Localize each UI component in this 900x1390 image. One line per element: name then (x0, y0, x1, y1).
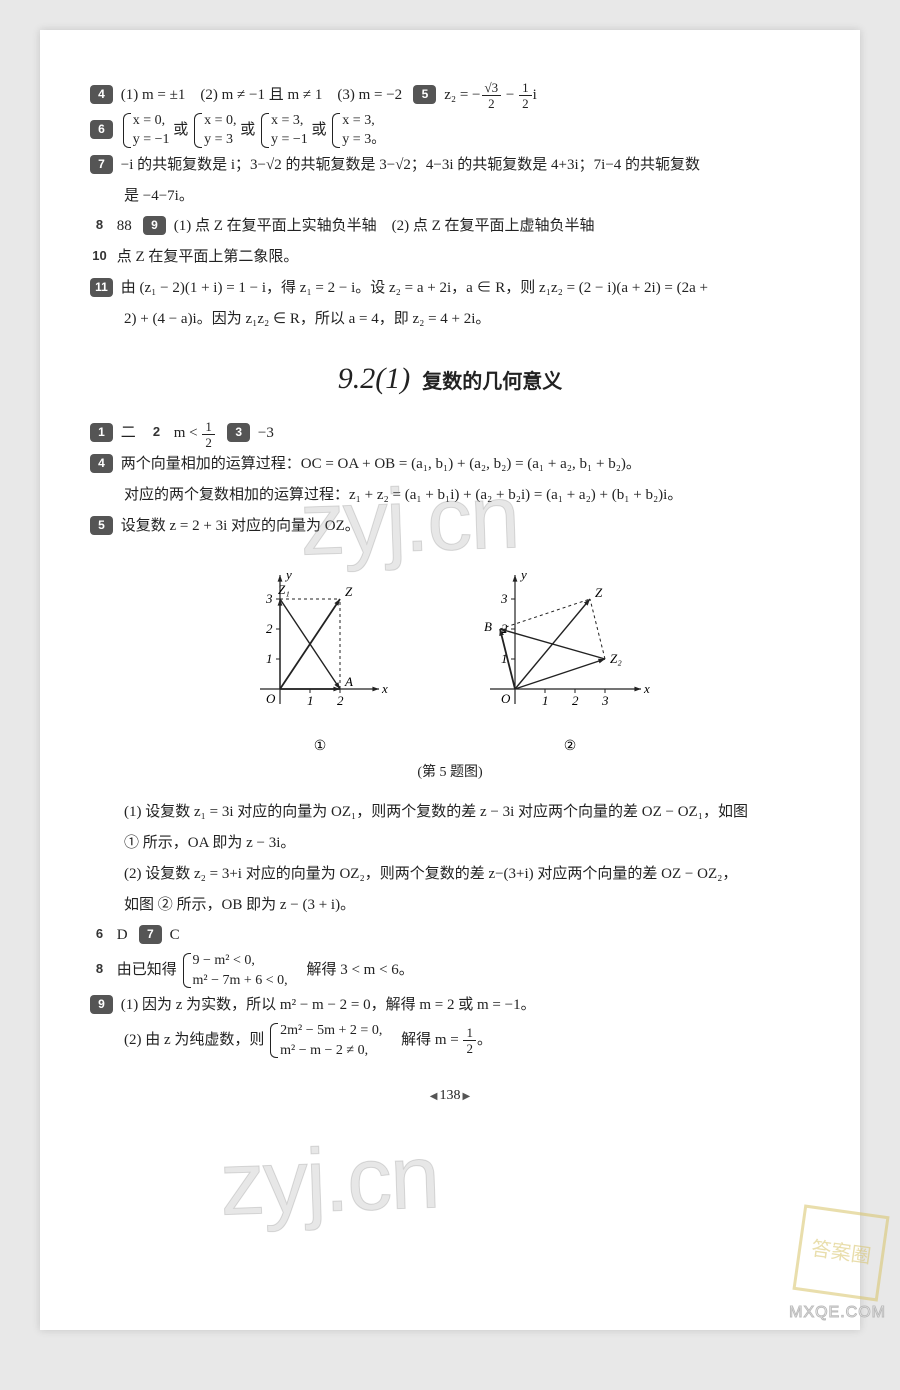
svg-text:1: 1 (542, 693, 549, 708)
badge-7: 7 (90, 155, 113, 174)
svg-text:O: O (266, 691, 276, 706)
svg-text:x: x (643, 681, 650, 696)
answer-8-9: 8 88 9 (1) 点 Z 在复平面上实轴负半轴 (2) 点 Z 在复平面上虚… (90, 211, 810, 242)
b5-p2b: 如图 ② 所示，OB 即为 z − (3 + i)。 (90, 890, 810, 921)
figure-2: 123123OxyZBZ₂ ② (475, 559, 665, 755)
section-title: 9.2(1) 复数的几何意义 (90, 362, 810, 396)
watermark: zyj.cn (218, 1126, 440, 1237)
answer-7: 7 −i 的共轭复数是 i；3−√2 的共轭复数是 3−√2；4−3i 的共轭复… (90, 150, 810, 181)
answer-10: 10 点 Z 在复平面上第二象限。 (90, 242, 810, 273)
chart-2: 123123OxyZBZ₂ (475, 559, 665, 729)
svg-text:1: 1 (307, 693, 314, 708)
badge-b8: 8 (90, 959, 109, 978)
answer-11b: 2) + (4 − a)i。因为 z₁z₂ ∈ R，所以 a = 4，即 z₂ … (90, 304, 810, 335)
badge-11: 11 (90, 278, 113, 297)
answer-7b: 是 −4−7i。 (90, 181, 810, 212)
b-answer-9: 9 (1) 因为 z 为实数，所以 m² − m − 2 = 0，解得 m = … (90, 990, 810, 1021)
fig1-label: ① (235, 738, 405, 755)
cases: x = 0,y = −1 (121, 111, 170, 150)
svg-text:3: 3 (601, 693, 609, 708)
b-answer-6-7: 6 D 7 C (90, 920, 810, 951)
svg-text:Z₂: Z₂ (610, 651, 622, 666)
fig2-label: ② (475, 738, 665, 755)
chart-1: 1 2 1 2 3 Ox y Z Z₁ A (235, 559, 405, 729)
cases: 2m² − 5m + 2 = 0,m² − m − 2 ≠ 0, (268, 1021, 382, 1060)
b5-p1b: ① 所示，OA 即为 z − 3i。 (90, 828, 810, 859)
frac: 12 (463, 1026, 476, 1055)
badge-b7: 7 (139, 925, 162, 944)
badge-4: 4 (90, 85, 113, 104)
badge-b2: 2 (147, 422, 166, 441)
badge-b3: 3 (227, 423, 250, 442)
svg-text:2: 2 (266, 621, 273, 636)
frac: 12 (519, 81, 532, 110)
svg-text:Z: Z (345, 584, 353, 599)
cases: x = 3,y = −1 (259, 111, 308, 150)
badge-10: 10 (90, 246, 109, 265)
svg-text:2: 2 (572, 693, 579, 708)
page-number: 138 (90, 1088, 810, 1104)
q5-pre: z₂ = − (444, 87, 480, 103)
badge-6: 6 (90, 120, 113, 139)
answer-stamp-icon: 答案圈 (798, 1210, 888, 1300)
svg-text:3: 3 (500, 591, 508, 606)
frac: √32 (482, 81, 502, 110)
svg-text:Z: Z (595, 585, 603, 600)
figure-1: 1 2 1 2 3 Ox y Z Z₁ A ① (235, 559, 405, 755)
badge-9: 9 (143, 216, 166, 235)
badge-b9: 9 (90, 995, 113, 1014)
figure-row: 1 2 1 2 3 Ox y Z Z₁ A ① 1 2 3 1 2 3 Ox y Z B Z₂ ② (90, 559, 810, 755)
q4-text: (1) m = ±1 (2) m ≠ −1 且 m ≠ 1 (3) m = −2 (121, 87, 402, 103)
b-answer-1-2-3: 1 二 2 m < 12 3 −3 (90, 418, 810, 449)
section-number: 9.2(1) (338, 362, 410, 395)
figure-caption: (第 5 题图) (90, 761, 810, 781)
answer-4-5: 4 (1) m = ±1 (2) m ≠ −1 且 m ≠ 1 (3) m = … (90, 80, 810, 111)
b-answer-9b: (2) 由 z 为纯虚数，则 2m² − 5m + 2 = 0,m² − m −… (90, 1021, 810, 1060)
badge-5: 5 (413, 85, 436, 104)
b5-p1a: (1) 设复数 z₁ = 3i 对应的向量为 OZ₁，则两个复数的差 z − 3… (90, 797, 810, 828)
svg-text:O: O (501, 691, 511, 706)
svg-text:A: A (344, 674, 353, 689)
frac: 12 (202, 420, 215, 449)
svg-text:y: y (519, 567, 527, 582)
svg-text:B: B (484, 619, 492, 634)
section-name: 复数的几何意义 (422, 371, 562, 393)
cases: x = 0,y = 3 (192, 111, 236, 150)
svg-text:3: 3 (265, 591, 273, 606)
badge-8: 8 (90, 215, 109, 234)
svg-text:Z₁: Z₁ (278, 582, 290, 597)
svg-text:1: 1 (266, 651, 273, 666)
svg-text:2: 2 (337, 693, 344, 708)
badge-b6: 6 (90, 924, 109, 943)
page: zyj.cn zyj.cn 4 (1) m = ±1 (2) m ≠ −1 且 … (40, 30, 860, 1330)
b5-p2a: (2) 设复数 z₂ = 3+i 对应的向量为 OZ₂，则两个复数的差 z−(3… (90, 859, 810, 890)
svg-text:x: x (381, 681, 388, 696)
site-watermark: MXQE.COM (789, 1304, 886, 1322)
b-answer-4: 4 两个向量相加的运算过程：OC = OA + OB = (a₁, b₁) + … (90, 449, 810, 480)
svg-text:y: y (284, 567, 292, 582)
b-answer-5: 5 设复数 z = 2 + 3i 对应的向量为 OZ。 (90, 511, 810, 542)
cases: x = 3,y = 3。 (330, 111, 385, 150)
badge-b1: 1 (90, 423, 113, 442)
badge-b5: 5 (90, 516, 113, 535)
b-answer-8: 8 由已知得 9 − m² < 0,m² − 7m + 6 < 0, 解得 3 … (90, 951, 810, 990)
answer-6: 6 x = 0,y = −1 或 x = 0,y = 3 或 x = 3,y =… (90, 111, 810, 150)
badge-b4: 4 (90, 454, 113, 473)
b-answer-4b: 对应的两个复数相加的运算过程：z₁ + z₂ = (a₁ + b₁i) + (a… (90, 480, 810, 511)
answer-11: 11 由 (z₁ − 2)(1 + i) = 1 − i，得 z₁ = 2 − … (90, 273, 810, 304)
cases: 9 − m² < 0,m² − 7m + 6 < 0, (181, 951, 288, 990)
